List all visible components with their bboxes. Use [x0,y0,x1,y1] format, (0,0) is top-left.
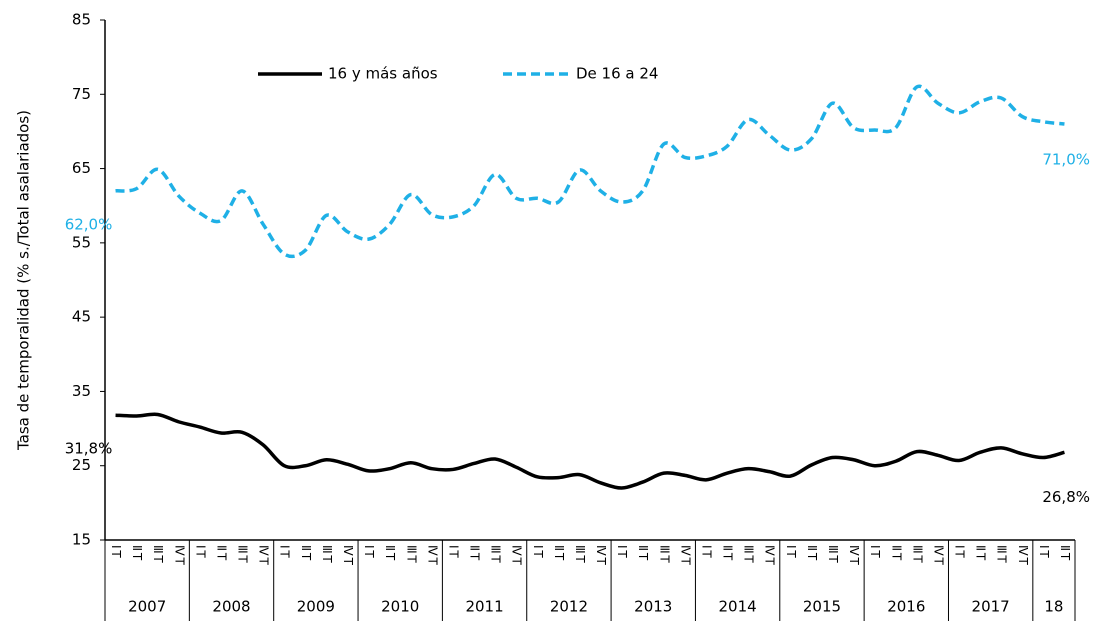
x-tick-label: II T [214,545,228,561]
x-tick-label: III T [910,545,924,563]
x-tick-label: I T [362,545,376,558]
y-tick-label: 35 [72,382,91,400]
x-tick-label: I T [699,545,713,558]
x-tick-label: IV T [931,545,945,566]
x-tick-label: II T [299,545,313,561]
x-tick-label: I T [109,545,123,558]
x-tick-label: III T [573,545,587,563]
legend-label: 16 y más años [328,65,438,83]
year-label: 2011 [465,598,503,616]
x-tick-label: I T [193,545,207,558]
year-label: 2012 [550,598,588,616]
x-tick-label: I T [1037,545,1051,558]
x-tick-label: II T [552,545,566,561]
x-tick-label: IV T [510,545,524,566]
x-tick-label: III T [742,545,756,563]
x-tick-label: IV T [425,545,439,566]
year-label: 2015 [803,598,841,616]
x-tick-label: I T [278,545,292,558]
y-tick-label: 85 [72,11,91,29]
year-label: 18 [1044,598,1063,616]
year-label: 2014 [719,598,757,616]
data-label: 71,0% [1042,151,1090,169]
x-tick-label: IV T [257,545,271,566]
x-tick-label: II T [805,545,819,561]
x-tick-label: I T [784,545,798,558]
y-axis-label: Tasa de temporalidad (% s./Total asalari… [15,110,33,451]
x-tick-label: II T [889,545,903,561]
x-tick-label: I T [531,545,545,558]
x-tick-label: III T [826,545,840,563]
x-tick-label: IV T [594,545,608,566]
x-tick-label: II T [1058,545,1072,561]
x-tick-label: IV T [847,545,861,566]
y-tick-label: 55 [72,233,91,251]
x-tick-label: II T [130,545,144,561]
x-tick-label: I T [868,545,882,558]
x-tick-label: II T [974,545,988,561]
data-label: 31,8% [65,440,113,458]
year-label: 2016 [887,598,925,616]
x-tick-label: I T [446,545,460,558]
year-label: 2013 [634,598,672,616]
x-tick-label: II T [721,545,735,561]
legend-label: De 16 a 24 [576,65,658,83]
x-tick-label: IV T [1016,545,1030,566]
x-tick-label: I T [615,545,629,558]
year-label: 2008 [212,598,250,616]
x-tick-label: III T [151,545,165,563]
x-tick-label: III T [657,545,671,563]
x-tick-label: III T [236,545,250,563]
data-label: 62,0% [65,215,113,233]
x-tick-label: II T [468,545,482,561]
x-tick-label: III T [995,545,1009,563]
x-tick-label: I T [953,545,967,558]
x-tick-label: IV T [172,545,186,566]
x-tick-label: II T [636,545,650,561]
y-tick-label: 15 [72,531,91,549]
x-tick-label: III T [320,545,334,563]
line-series [115,84,1065,259]
year-label: 2017 [972,598,1010,616]
y-tick-label: 25 [72,456,91,474]
year-label: 2007 [128,598,166,616]
year-label: 2009 [297,598,335,616]
x-tick-label: IV T [763,545,777,566]
x-tick-label: III T [489,545,503,563]
line-series [115,412,1065,490]
year-label: 2010 [381,598,419,616]
x-tick-label: IV T [341,545,355,566]
x-tick-label: II T [383,545,397,561]
x-tick-label: IV T [678,545,692,566]
y-tick-label: 65 [72,159,91,177]
y-tick-label: 75 [72,85,91,103]
y-tick-label: 45 [72,308,91,326]
data-label: 26,8% [1042,488,1090,506]
x-tick-label: III T [404,545,418,563]
